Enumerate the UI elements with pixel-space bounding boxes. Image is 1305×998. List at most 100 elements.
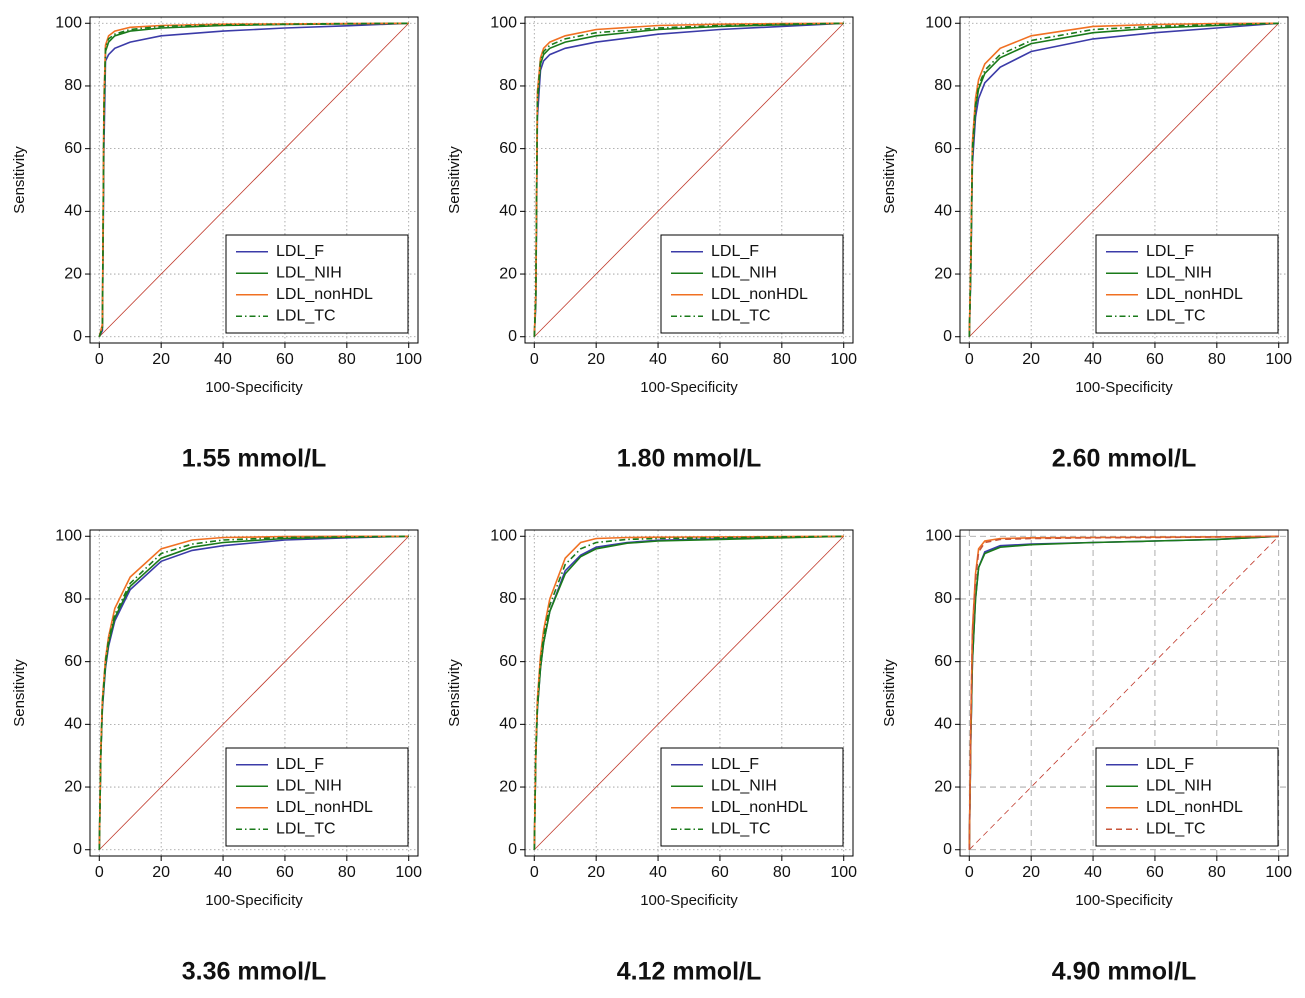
- roc-curve: [98, 535, 409, 850]
- legend-label: LDL_F: [276, 243, 324, 260]
- x-tick-label: 80: [338, 351, 356, 368]
- y-axis-label: Sensitivity: [11, 659, 28, 727]
- x-tick-label: 20: [1022, 864, 1040, 881]
- x-tick-label: 100: [395, 864, 422, 881]
- legend-label: LDL_nonHDL: [276, 286, 373, 303]
- y-tick-label: 80: [934, 77, 952, 94]
- y-tick-label: 40: [499, 203, 517, 220]
- y-tick-label: 0: [73, 328, 82, 345]
- x-tick-label: 60: [711, 864, 729, 881]
- legend-label: LDL_NIH: [1146, 264, 1212, 281]
- x-tick-label: 80: [1208, 864, 1226, 881]
- legend-label: LDL_F: [711, 756, 759, 773]
- y-tick-label: 40: [934, 203, 952, 220]
- chart-title: 1.80 mmol/L: [617, 445, 762, 473]
- chart-title: 4.90 mmol/L: [1052, 958, 1197, 986]
- y-tick-label: 20: [64, 265, 82, 282]
- y-tick-label: 40: [499, 716, 517, 733]
- y-tick-label: 0: [73, 841, 82, 858]
- legend: LDL_F LDL_NIH LDL_nonHDL LDL_TC: [660, 747, 844, 847]
- chart-title: 2.60 mmol/L: [1052, 445, 1197, 473]
- y-tick-label: 100: [925, 527, 952, 544]
- roc-curve: [533, 535, 844, 850]
- x-tick-label: 0: [95, 864, 104, 881]
- x-axis-label: 100-Specificity: [1075, 379, 1173, 396]
- legend-label: LDL_TC: [276, 820, 336, 837]
- y-axis-label: Sensitivity: [881, 659, 898, 727]
- y-tick-label: 60: [64, 653, 82, 670]
- legend-label: LDL_nonHDL: [711, 286, 808, 303]
- legend: LDL_F LDL_NIH LDL_nonHDL LDL_TC: [1095, 234, 1279, 334]
- plot-frame: [959, 16, 1289, 344]
- x-tick-label: 100: [395, 351, 422, 368]
- y-tick-label: 60: [934, 140, 952, 157]
- legend: LDL_F LDL_NIH LDL_nonHDL LDL_TC: [225, 234, 409, 334]
- legend-label: LDL_TC: [1146, 820, 1206, 837]
- x-tick-label: 40: [649, 864, 667, 881]
- legend-label: LDL_F: [1146, 243, 1194, 260]
- x-tick-label: 40: [649, 351, 667, 368]
- subplot: 0 20 40 60 80 100 0 20 40 60 80 100 100-Specificity S…: [881, 14, 1292, 472]
- x-tick-label: 20: [587, 351, 605, 368]
- y-tick-label: 20: [64, 778, 82, 795]
- reference-diagonal: [98, 22, 410, 338]
- legend-box: [225, 234, 409, 334]
- chart-title: 1.55 mmol/L: [182, 445, 327, 473]
- plot-frame: [89, 529, 419, 857]
- reference-diagonal: [968, 22, 1280, 338]
- x-axis-label: 100-Specificity: [205, 379, 303, 396]
- x-tick-label: 0: [530, 351, 539, 368]
- x-tick-label: 0: [965, 864, 974, 881]
- subplot: 0 20 40 60 80 100 0 20 40 60 80 100 100-Specificity S…: [881, 527, 1292, 985]
- x-tick-label: 20: [152, 864, 170, 881]
- legend-label: LDL_NIH: [1146, 777, 1212, 794]
- x-tick-label: 40: [1084, 864, 1102, 881]
- y-tick-label: 80: [499, 590, 517, 607]
- y-tick-label: 60: [499, 653, 517, 670]
- reference-diagonal: [968, 535, 1280, 851]
- legend-label: LDL_NIH: [711, 264, 777, 281]
- y-tick-label: 60: [934, 653, 952, 670]
- y-axis-label: Sensitivity: [881, 146, 898, 214]
- x-tick-label: 80: [773, 864, 791, 881]
- reference-diagonal: [533, 22, 845, 338]
- x-tick-label: 60: [1146, 864, 1164, 881]
- y-tick-label: 100: [490, 527, 517, 544]
- y-tick-label: 100: [490, 14, 517, 31]
- x-tick-label: 0: [95, 351, 104, 368]
- chart-title: 4.12 mmol/L: [617, 958, 762, 986]
- subplot: 0 20 40 60 80 100 0 20 40 60 80 100 100-Specificity S…: [446, 14, 857, 472]
- roc-curve: [968, 22, 1279, 337]
- x-tick-label: 100: [830, 864, 857, 881]
- roc-curve: [968, 22, 1279, 337]
- legend-label: LDL_NIH: [711, 777, 777, 794]
- legend-label: LDL_TC: [711, 820, 771, 837]
- y-tick-label: 60: [499, 140, 517, 157]
- legend: LDL_F LDL_NIH LDL_nonHDL LDL_TC: [660, 234, 844, 334]
- x-tick-label: 80: [338, 864, 356, 881]
- x-tick-label: 100: [830, 351, 857, 368]
- y-tick-label: 20: [934, 778, 952, 795]
- x-tick-label: 20: [587, 864, 605, 881]
- plot-frame: [524, 529, 854, 857]
- legend-label: LDL_nonHDL: [1146, 799, 1243, 816]
- y-tick-label: 100: [925, 14, 952, 31]
- y-tick-label: 60: [64, 140, 82, 157]
- x-tick-label: 40: [1084, 351, 1102, 368]
- y-tick-label: 20: [499, 778, 517, 795]
- roc-curve: [533, 22, 844, 337]
- y-tick-label: 80: [934, 590, 952, 607]
- legend-label: LDL_F: [711, 243, 759, 260]
- roc-curve: [968, 535, 1279, 850]
- legend-label: LDL_nonHDL: [1146, 286, 1243, 303]
- y-axis-label: Sensitivity: [11, 146, 28, 214]
- x-tick-label: 100: [1265, 351, 1292, 368]
- y-tick-label: 0: [508, 328, 517, 345]
- x-axis-label: 100-Specificity: [640, 892, 738, 909]
- x-tick-label: 60: [1146, 351, 1164, 368]
- y-tick-label: 100: [55, 14, 82, 31]
- x-tick-label: 0: [965, 351, 974, 368]
- legend-label: LDL_nonHDL: [276, 799, 373, 816]
- x-tick-label: 80: [1208, 351, 1226, 368]
- y-tick-label: 80: [64, 590, 82, 607]
